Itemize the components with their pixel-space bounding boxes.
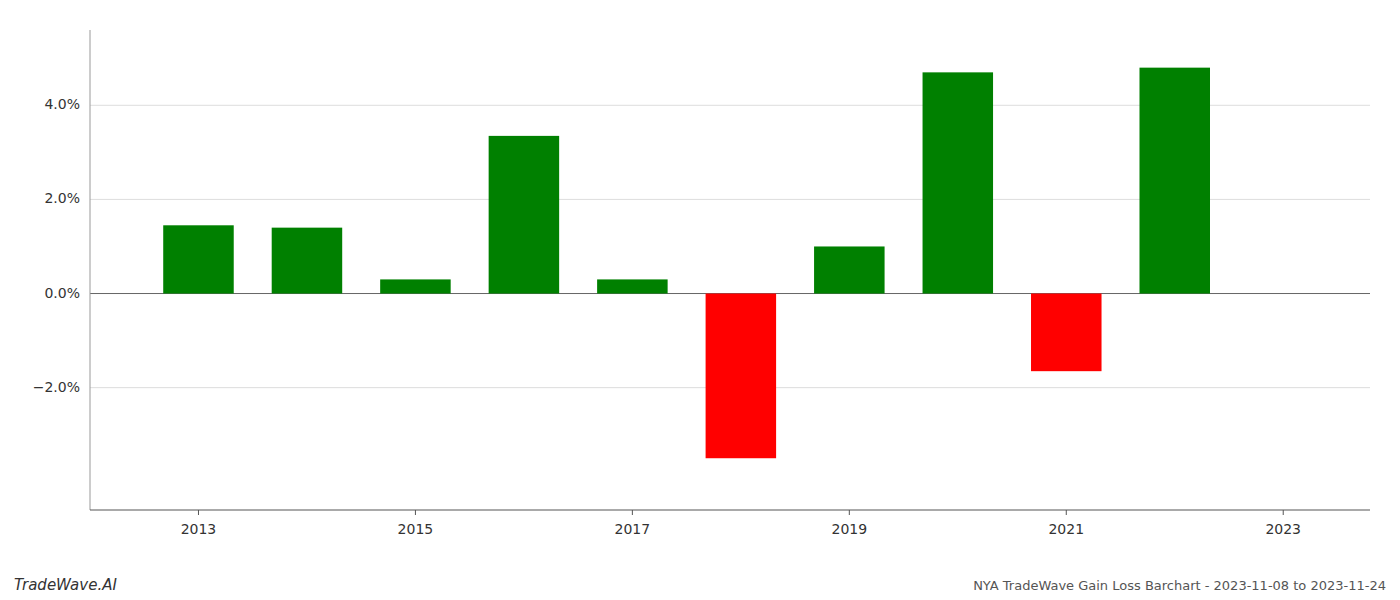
- background: [0, 0, 1400, 600]
- bar: [597, 279, 668, 293]
- x-tick: [1283, 510, 1284, 515]
- x-tick: [632, 510, 633, 515]
- bars: [163, 68, 1210, 459]
- y-tick-labels: −2.0% 0.0% 2.0% 4.0%: [33, 96, 80, 394]
- x-tick-label: 2013: [181, 521, 217, 537]
- x-tick: [198, 510, 199, 515]
- bar: [814, 246, 885, 293]
- x-tick: [849, 510, 850, 515]
- bar: [163, 225, 234, 293]
- x-tick: [1066, 510, 1067, 515]
- bar: [272, 228, 343, 294]
- y-tick-label: 2.0%: [44, 190, 80, 206]
- chart-container: −2.0% 0.0% 2.0% 4.0% 2013 2015 2017 2019 2021 202…: [0, 0, 1400, 600]
- y-tick-label: −2.0%: [33, 379, 80, 395]
- title: NYA TradeWave Gain Loss Barchart - 2023-…: [973, 578, 1386, 593]
- x-tick-label: 2015: [398, 521, 434, 537]
- x-tick-label: 2017: [615, 521, 651, 537]
- x-axis-line: [90, 510, 1370, 511]
- watermark: TradeWave.AI: [14, 576, 117, 594]
- x-tick: [415, 510, 416, 515]
- chart-svg: −2.0% 0.0% 2.0% 4.0% 2013 2015 2017 2019 2021 202…: [0, 0, 1400, 600]
- bar: [1031, 294, 1102, 372]
- x-ticks: 2013 2015 2017 2019 2021 2023: [181, 510, 1301, 537]
- y-tick-label: 4.0%: [44, 96, 80, 112]
- bar: [380, 279, 451, 293]
- x-tick-label: 2021: [1048, 521, 1084, 537]
- bar: [1139, 68, 1210, 294]
- y-tick-label: 0.0%: [44, 285, 80, 301]
- bar: [923, 72, 994, 293]
- x-tick-label: 2019: [832, 521, 868, 537]
- y-axis-line: [90, 30, 91, 510]
- bar: [706, 294, 777, 459]
- x-tick-label: 2023: [1265, 521, 1301, 537]
- bar: [489, 136, 560, 294]
